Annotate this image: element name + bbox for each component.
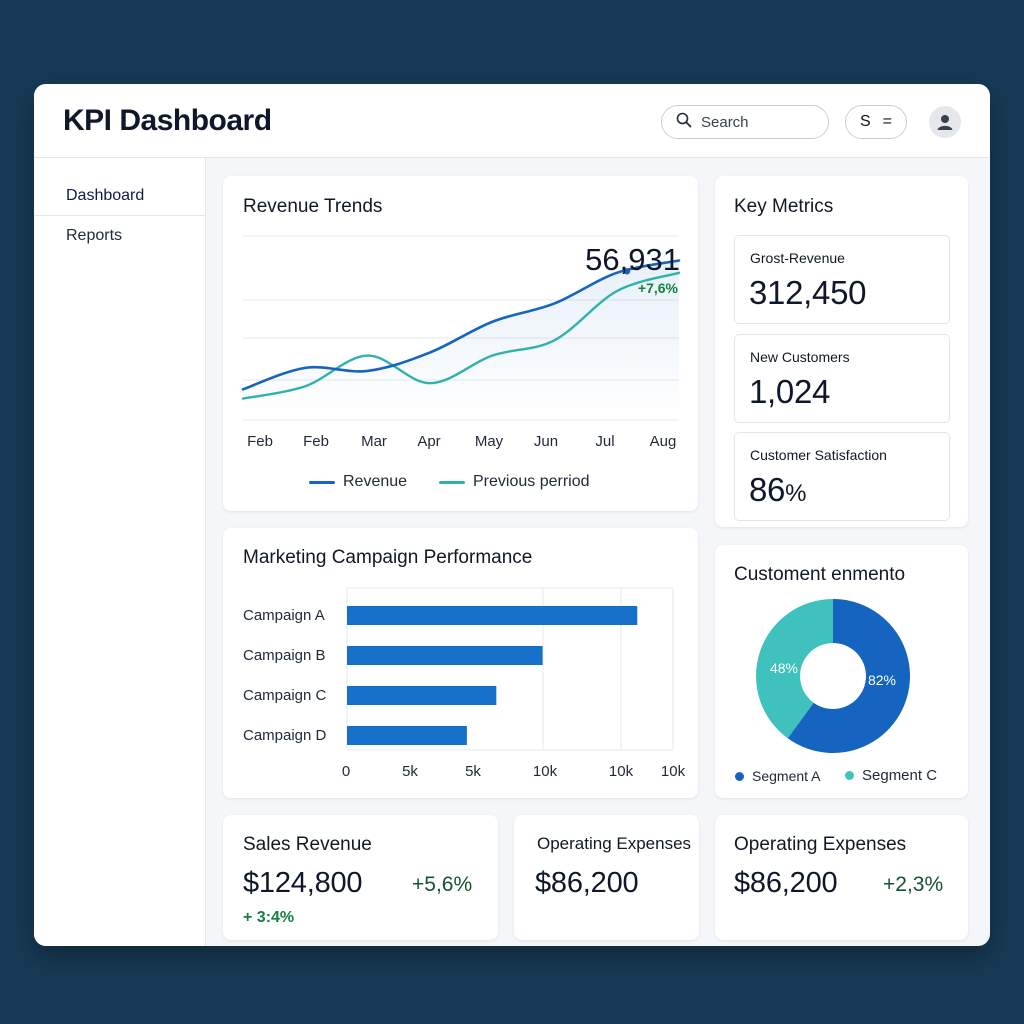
legend-label-revenue: Revenue [343, 473, 408, 490]
legend-line-previous [439, 480, 465, 484]
campaign-label: Campaign C [243, 687, 327, 704]
revenue-endpoint [623, 268, 631, 275]
x-tick-label: May [475, 433, 504, 450]
search-icon [676, 112, 692, 133]
campaign-bar [347, 646, 543, 665]
legend-label-segment-a: Segment A [752, 768, 821, 784]
operating-expenses-delta-2: +2,3% [883, 873, 944, 896]
metric-unit: % [785, 480, 807, 507]
metric-customer-satisfaction: Customer Satisfaction 86% [734, 432, 950, 521]
segment-title: Customent enmento [734, 564, 906, 585]
segment-donut-chart: 82% 48% [756, 599, 910, 753]
x-tick-label: 10k [609, 763, 634, 780]
x-tick-label: 5k [402, 763, 418, 780]
metric-value: 1,024 [749, 373, 830, 411]
user-icon [937, 115, 953, 130]
view-toggle-button[interactable]: S = [845, 105, 907, 139]
metric-number: 86 [749, 471, 786, 508]
metric-value: 312,450 [749, 274, 866, 312]
metric-value: 86% [749, 471, 806, 509]
operating-expenses-card: Operating Expenses $86,200 [514, 815, 699, 940]
operating-expenses-title: Operating Expenses [537, 834, 692, 853]
search-input[interactable] [701, 113, 821, 131]
legend-previous[interactable]: Previous perriod [439, 473, 590, 491]
metric-label: Grost-Revenue [750, 250, 845, 266]
donut-slice [787, 599, 910, 753]
operating-expenses-title-2: Operating Expenses [734, 834, 907, 855]
metric-number: 1,024 [749, 373, 831, 410]
campaign-card: Marketing Campaign Performance Campaign … [223, 528, 698, 798]
legend-label-segment-c: Segment C [862, 767, 938, 784]
legend-line-revenue [309, 480, 335, 484]
sales-revenue-subdelta: + 3:4% [243, 909, 295, 926]
legend-dot-segment-a [735, 771, 744, 781]
key-metrics-title: Key Metrics [734, 196, 834, 217]
x-tick-label: Feb [247, 433, 273, 450]
revenue-line-chart: 56,931 +7,6% Feb Feb Mar Apr May Jun Jul Aug [241, 235, 681, 450]
legend-segment-a[interactable]: Segment A [735, 768, 821, 784]
operating-expenses-value: $86,200 [535, 867, 639, 899]
sidebar-item-dashboard[interactable]: Dashboard [34, 176, 205, 216]
x-tick-label: Feb [303, 433, 329, 450]
sidebar: Dashboard Reports [34, 158, 206, 946]
x-tick-label: 0 [342, 763, 350, 780]
app-window: KPI Dashboard S = Dashboard Reports Reve… [34, 84, 990, 946]
x-tick-label: Apr [417, 433, 440, 450]
campaign-label: Campaign B [243, 647, 326, 664]
sales-revenue-title: Sales Revenue [243, 834, 372, 855]
campaign-bar-chart: Campaign A Campaign B Campaign C Campaign D… [243, 587, 686, 780]
legend-label-previous: Previous perriod [473, 473, 590, 490]
x-tick-label: 10k [661, 763, 686, 780]
toggle-letter: S [859, 113, 871, 130]
campaign-bar [347, 686, 497, 705]
campaign-label: Campaign D [243, 727, 327, 744]
legend-dot-segment-c [845, 771, 854, 780]
x-tick-label: Jul [595, 433, 614, 450]
sales-revenue-delta: +5,6% [412, 873, 473, 896]
campaign-title: Marketing Campaign Performance [243, 547, 533, 568]
operating-expenses-card-2: Operating Expenses $86,200 +2,3% [715, 815, 968, 940]
revenue-current-value: 56,931 [585, 242, 680, 277]
donut-slice [756, 599, 833, 739]
campaign-bar [347, 726, 467, 745]
page-title: KPI Dashboard [63, 104, 272, 137]
sidebar-item-reports[interactable]: Reports [66, 227, 123, 244]
revenue-trends-card: Revenue Trends 56,931 +7,6% Feb Feb Mar Apr Ma… [223, 176, 698, 511]
legend-segment-c[interactable]: Segment C [845, 767, 937, 784]
sales-revenue-card: Sales Revenue $124,800 +5,6% + 3:4% [223, 815, 498, 940]
avatar[interactable] [929, 106, 961, 138]
metric-label: Customer Satisfaction [750, 447, 887, 463]
revenue-area [243, 260, 679, 420]
metric-number: 312,450 [749, 274, 867, 311]
operating-expenses-value-2: $86,200 [734, 867, 838, 899]
slice-label: 48% [770, 660, 798, 676]
slice-label: 82% [868, 672, 896, 688]
x-tick-label: Mar [361, 433, 387, 450]
campaign-bar [347, 606, 638, 625]
revenue-trends-title: Revenue Trends [243, 196, 383, 217]
sales-revenue-value: $124,800 [243, 867, 363, 899]
segment-card: Customent enmento 82% 48% Segment A Segme… [715, 545, 968, 798]
x-tick-label: 10k [533, 763, 558, 780]
previous-period-line [241, 271, 681, 400]
top-bar: KPI Dashboard S = [34, 84, 990, 158]
metric-gross-revenue: Grost-Revenue 312,450 [734, 235, 950, 324]
search-box[interactable] [661, 105, 829, 139]
x-tick-label: Aug [650, 433, 677, 450]
x-tick-label: 5k [465, 763, 481, 780]
metric-new-customers: New Customers 1,024 [734, 334, 950, 423]
x-tick-label: Jun [534, 433, 558, 450]
metric-label: New Customers [750, 349, 850, 365]
menu-icon: = [882, 113, 892, 130]
campaign-label: Campaign A [243, 607, 325, 624]
key-metrics-card: Key Metrics Grost-Revenue 312,450 New Cu… [715, 176, 968, 527]
revenue-line [241, 259, 681, 391]
legend-revenue[interactable]: Revenue [309, 473, 407, 491]
revenue-change: +7,6% [638, 280, 679, 296]
